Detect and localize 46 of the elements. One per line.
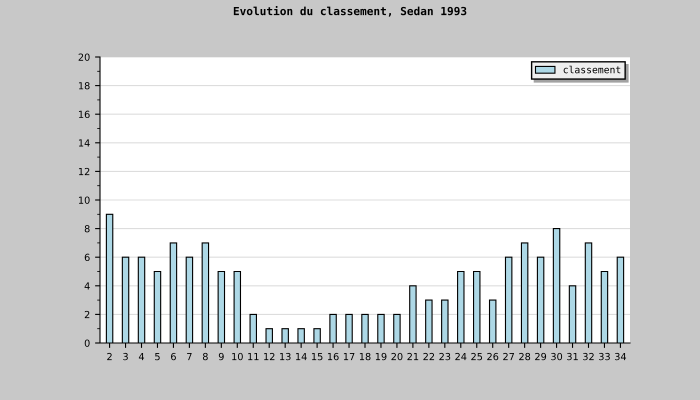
x-tick-label: 12: [264, 352, 274, 360]
x-tick-label: 13: [280, 352, 291, 360]
y-tick-label: 14: [78, 139, 90, 146]
x-tick-label: 16: [328, 352, 339, 360]
y-tick-label: 8: [84, 225, 90, 232]
legend-label: classement: [564, 66, 620, 74]
x-tick-label: 18: [360, 352, 371, 360]
x-tick-label: 15: [312, 353, 322, 360]
x-tick-label: 30: [551, 352, 562, 360]
x-tick-label: 24: [455, 352, 466, 360]
x-tick-label: 31: [567, 352, 578, 360]
x-tick-label: 6: [171, 352, 176, 360]
x-tick-label: 14: [296, 353, 307, 360]
chart-title: Evolution du classement, Sedan 1993: [234, 6, 466, 17]
x-tick-label: 26: [487, 352, 498, 360]
x-tick-label: 11: [248, 353, 259, 360]
x-tick-label: 8: [202, 352, 208, 360]
x-tick-label: 21: [407, 352, 418, 360]
x-tick-label: 23: [439, 352, 450, 360]
x-tick-label: 19: [376, 352, 386, 360]
x-tick-label: 22: [423, 352, 434, 360]
y-tick-label: 18: [78, 82, 90, 90]
y-tick-label: 12: [78, 168, 90, 176]
x-tick-label: 29: [535, 352, 546, 360]
x-tick-label: 34: [614, 352, 626, 360]
y-tick-label: 2: [84, 310, 90, 318]
y-tick-label: 20: [78, 53, 90, 61]
y-tick-label: 6: [84, 254, 90, 262]
x-tick-label: 9: [218, 352, 224, 360]
x-tick-label: 10: [232, 352, 243, 360]
y-tick-label: 0: [84, 339, 90, 347]
x-tick-label: 7: [187, 353, 192, 360]
x-tick-label: 2: [107, 352, 112, 360]
x-tick-label: 28: [519, 352, 530, 360]
x-tick-label: 3: [123, 352, 128, 360]
y-tick-label: 10: [78, 196, 90, 204]
y-tick-label: 16: [78, 110, 90, 118]
x-tick-label: 4: [138, 353, 144, 360]
x-tick-label: 5: [155, 353, 160, 360]
x-tick-label: 17: [344, 353, 354, 360]
x-tick-label: 25: [471, 352, 482, 360]
x-tick-label: 20: [391, 352, 402, 360]
x-tick-label: 33: [599, 352, 610, 360]
x-tick-label: 27: [503, 352, 514, 360]
y-tick-label: 4: [84, 282, 90, 290]
x-tick-label: 32: [583, 352, 594, 360]
